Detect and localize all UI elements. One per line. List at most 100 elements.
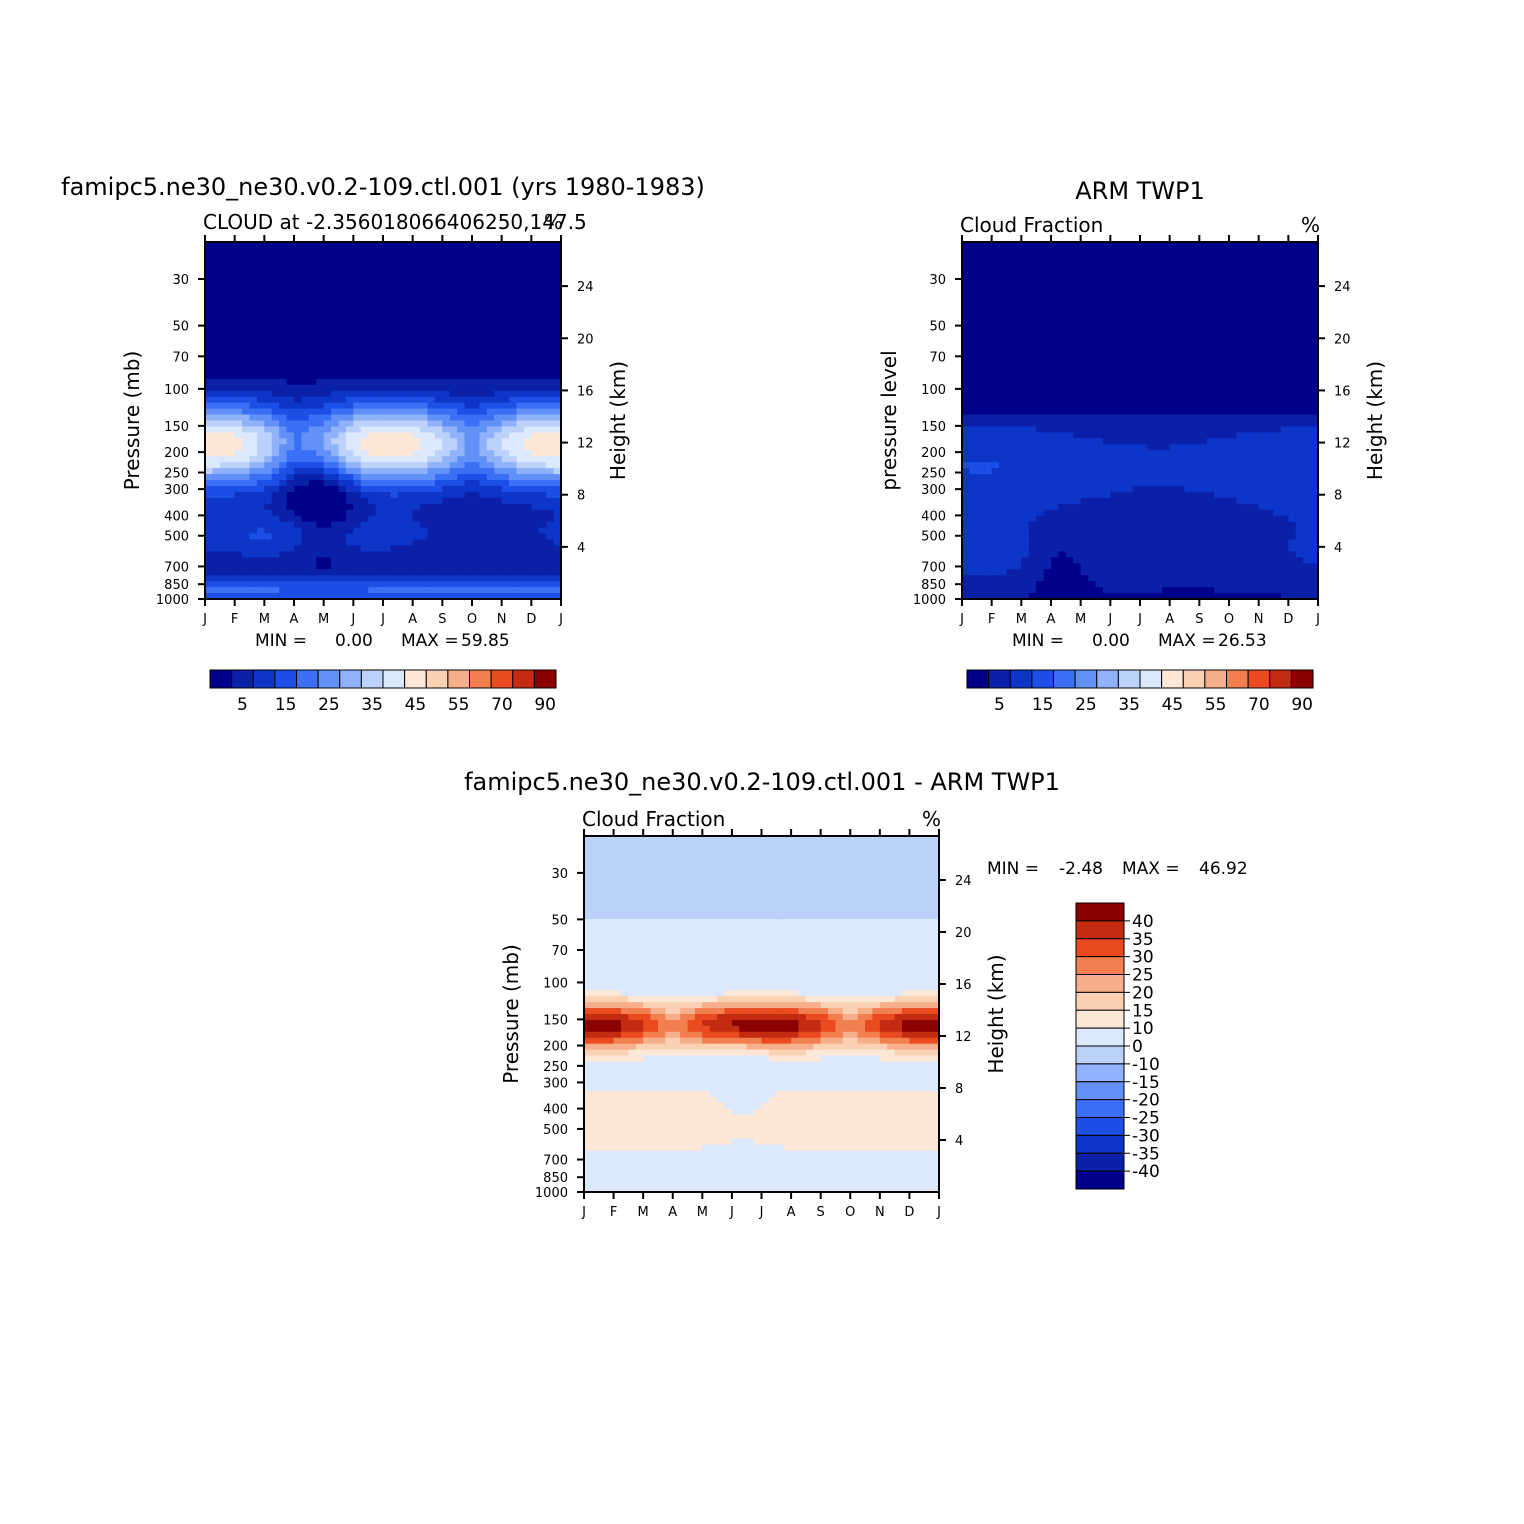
heatmap-cell — [1154, 247, 1163, 255]
heatmap-cell — [464, 402, 473, 410]
heatmap-cell — [360, 355, 369, 362]
heatmap-cell — [1154, 581, 1163, 588]
heatmap-cell — [1043, 527, 1052, 535]
heatmap-cell — [1095, 432, 1104, 439]
heatmap-cell — [442, 289, 451, 297]
heatmap-cell — [286, 283, 295, 291]
heatmap-cell — [1073, 563, 1082, 570]
heatmap-cell — [1117, 408, 1126, 416]
heatmap-cell — [412, 366, 421, 374]
heatmap-cell — [1125, 253, 1134, 261]
heatmap-cell — [976, 277, 985, 285]
heatmap-cell — [1147, 384, 1156, 392]
heatmap-cell — [449, 521, 458, 529]
heatmap-cell — [1125, 366, 1134, 374]
heatmap-cell — [1102, 361, 1111, 368]
heatmap-cell — [434, 355, 443, 362]
heatmap-cell — [1088, 551, 1097, 558]
heatmap-cell — [1013, 551, 1022, 558]
heatmap-cell — [316, 539, 325, 547]
heatmap-cell — [1051, 414, 1060, 422]
heatmap-cell — [479, 485, 488, 493]
heatmap-cell — [331, 384, 340, 392]
heatmap-cell — [368, 485, 377, 493]
heatmap-cell — [1154, 343, 1163, 350]
heatmap-cell — [464, 319, 473, 326]
heatmap-cell — [1169, 242, 1178, 249]
heatmap-cell — [501, 253, 510, 261]
heatmap-cell — [353, 521, 362, 529]
heatmap-cell — [264, 355, 273, 362]
heatmap-cell — [390, 569, 399, 576]
heatmap-cell — [301, 593, 310, 600]
heatmap-cell — [234, 319, 243, 326]
colorbar-swatch — [209, 669, 233, 689]
heatmap-cell — [984, 349, 993, 356]
heatmap-cell — [1036, 372, 1045, 380]
heatmap-cell — [494, 265, 503, 273]
heatmap-cell — [1140, 349, 1149, 356]
heatmap-cell — [390, 432, 399, 439]
heatmap-cell — [538, 313, 547, 320]
heatmap-cell — [279, 420, 288, 428]
heatmap-cell — [1073, 361, 1082, 368]
heatmap-cell — [1199, 432, 1208, 439]
heatmap-cell — [405, 242, 414, 249]
heatmap-cell — [984, 509, 993, 517]
heatmap-cell — [962, 444, 971, 451]
heatmap-cell — [1125, 581, 1134, 588]
heatmap-cell — [1058, 444, 1067, 451]
heatmap-cell — [538, 557, 547, 564]
heatmap-cell — [1154, 450, 1163, 457]
heatmap-cell — [1073, 325, 1082, 332]
heatmap-cell — [1184, 485, 1193, 493]
heatmap-cell — [345, 331, 354, 338]
heatmap-cell — [294, 366, 303, 374]
heatmap-cell — [1102, 509, 1111, 517]
heatmap-cell — [286, 521, 295, 529]
heatmap-cell — [227, 242, 236, 249]
heatmap-cell — [457, 503, 466, 511]
heatmap-cell — [538, 432, 547, 439]
heatmap-cell — [412, 319, 421, 326]
heatmap-cell — [1058, 527, 1067, 535]
heatmap-cell — [538, 366, 547, 374]
heatmap-cell — [212, 420, 221, 428]
heatmap-cell — [279, 414, 288, 422]
heatmap-cell — [531, 450, 540, 457]
heatmap-cell — [546, 319, 555, 326]
heatmap-cell — [1110, 331, 1119, 338]
heatmap-cell — [301, 539, 310, 547]
heatmap-cell — [1095, 503, 1104, 511]
heatmap-cell — [1169, 390, 1178, 398]
heatmap-cell — [1095, 468, 1104, 475]
heatmap-cell — [516, 331, 525, 338]
heatmap-cell — [531, 414, 540, 422]
heatmap-cell — [271, 325, 280, 332]
heatmap-cell — [1088, 527, 1097, 535]
heatmap-cell — [412, 575, 421, 582]
heatmap-cell — [405, 545, 414, 552]
heatmap-cell — [1051, 426, 1060, 433]
heatmap-cell — [1140, 283, 1149, 291]
heatmap-cell — [553, 265, 562, 273]
heatmap-cell — [412, 515, 421, 523]
heatmap-cell — [962, 426, 971, 433]
heatmap-cell — [516, 337, 525, 344]
heatmap-cell — [1013, 581, 1022, 588]
heatmap-cell — [479, 253, 488, 261]
heatmap-cell — [1058, 325, 1067, 332]
heatmap-cell — [271, 474, 280, 481]
heatmap-cell — [434, 361, 443, 368]
heatmap-cell — [523, 295, 532, 303]
heatmap-cell — [516, 295, 525, 303]
heatmap-cell — [1065, 343, 1074, 350]
heatmap-cell — [1117, 426, 1126, 433]
heatmap-cell — [457, 426, 466, 433]
heatmap-cell — [501, 384, 510, 392]
heatmap-cell — [479, 378, 488, 386]
heatmap-cell — [472, 301, 481, 309]
heatmap-cell — [1140, 396, 1149, 404]
heatmap-cell — [969, 325, 978, 332]
heatmap-cell — [1162, 355, 1171, 362]
